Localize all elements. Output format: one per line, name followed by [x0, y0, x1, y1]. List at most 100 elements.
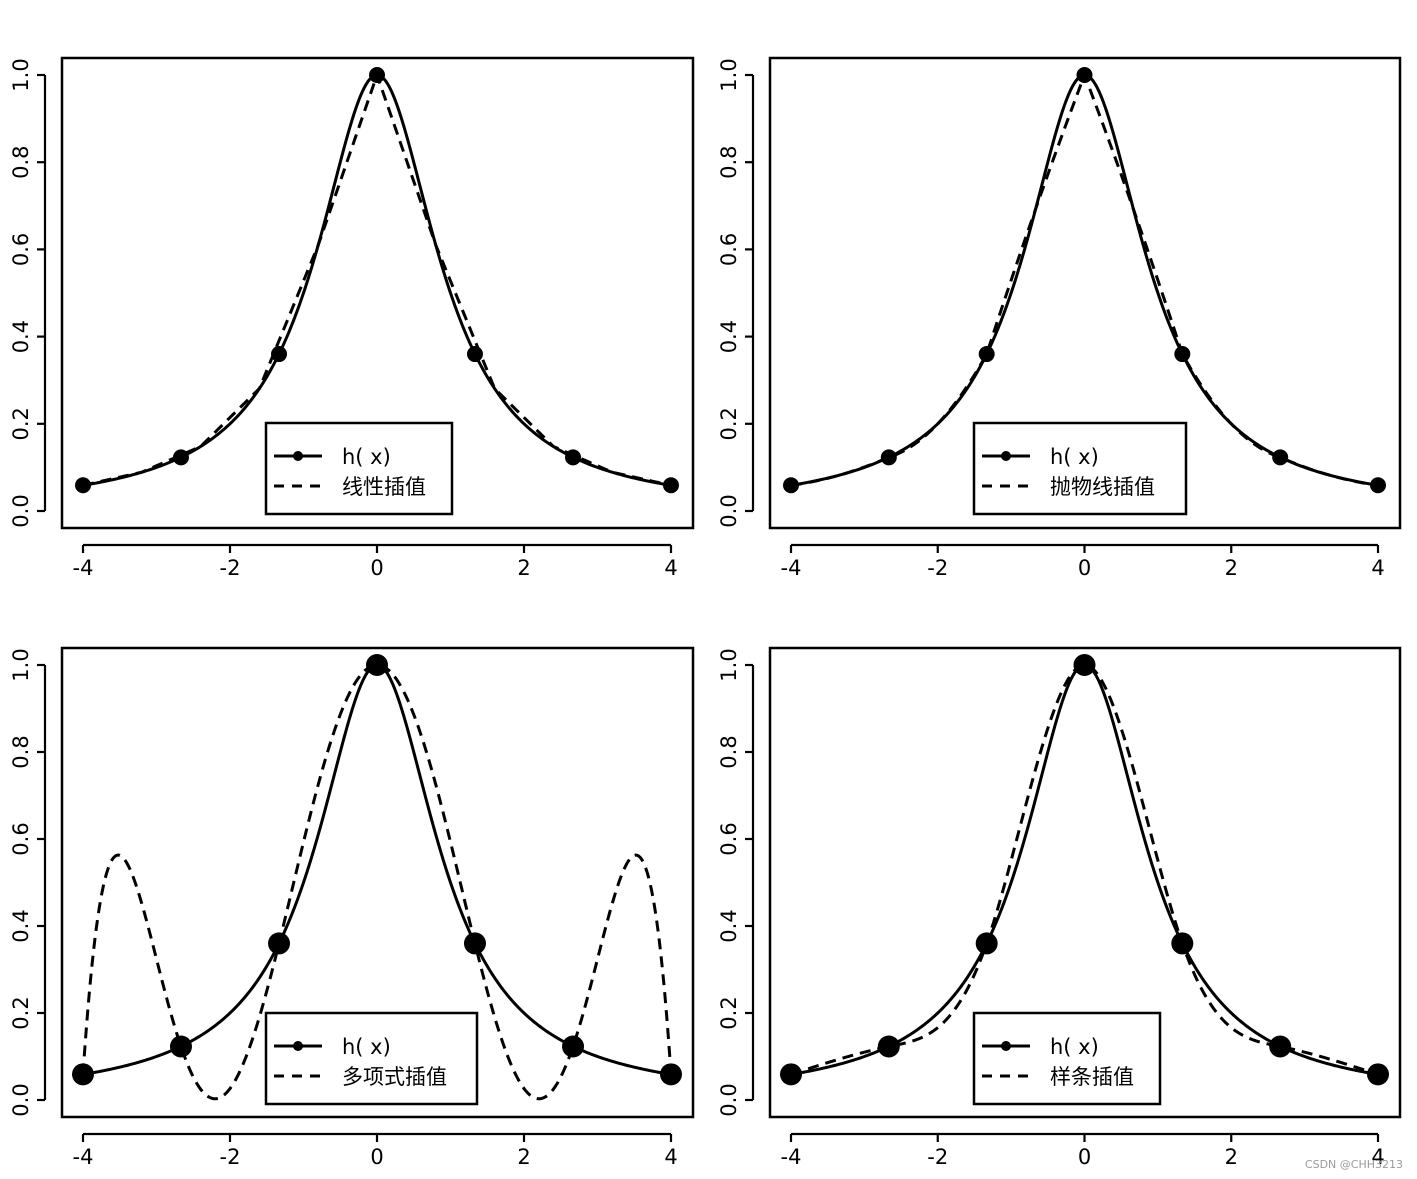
legend-box: [972, 1011, 1162, 1106]
y-tick-label: 0.4: [717, 909, 741, 942]
y-tick-label: 1.0: [717, 648, 741, 681]
node-point: [271, 346, 288, 363]
node-point: [660, 1063, 682, 1086]
node-point: [1367, 1063, 1389, 1086]
node-point: [1370, 477, 1386, 494]
node-point: [783, 477, 799, 494]
legend-hx-marker: [293, 451, 303, 461]
x-tick-label: 2: [517, 556, 530, 580]
x-tick-label: 4: [664, 556, 677, 580]
x-tick-label: -2: [220, 556, 241, 580]
x-tick-label: -2: [927, 1145, 948, 1169]
legend-box: [264, 421, 454, 516]
legend-hx-marker: [293, 1041, 303, 1051]
y-tick-label: 0.0: [9, 494, 33, 527]
plot-frame: [768, 56, 1402, 530]
y-tick-label: 0.8: [9, 145, 33, 178]
x-tick-label: -2: [220, 1145, 241, 1169]
y-tick-label: 0.6: [9, 233, 33, 266]
node-point: [978, 346, 995, 363]
x-tick-label: 0: [1078, 1145, 1091, 1169]
node-point: [75, 477, 91, 494]
node-point: [1174, 346, 1191, 363]
node-point: [663, 477, 679, 494]
y-tick-label: 0.2: [9, 407, 33, 440]
panel-linear: -4 -2 0 2 4 0.0 0.2 0.4 0.6 0.8 1.0 h( x) 线性插值: [9, 56, 695, 580]
y-tick-label: 0.0: [9, 1083, 33, 1116]
y-tick-label: 1.0: [9, 58, 33, 91]
node-point: [1269, 1035, 1292, 1058]
x-tick-label: 0: [370, 1145, 383, 1169]
legend: h( x) 多项式插值: [264, 1011, 479, 1106]
node-point: [369, 67, 385, 83]
x-tick-label: -2: [927, 556, 948, 580]
node-point: [1073, 654, 1096, 676]
panel-polynomial: -4 -2 0 2 4 0.0 0.2 0.4 0.6 0.8 1.0 h( x) 多项式插值: [9, 646, 695, 1169]
y-tick-label: 0.2: [717, 407, 741, 440]
x-tick-label: 0: [1078, 556, 1091, 580]
legend: h( x) 样条插值: [972, 1011, 1162, 1106]
x-tick-label: 2: [1225, 1145, 1238, 1169]
panel-parabolic: -4 -2 0 2 4 0.0 0.2 0.4 0.6 0.8 1.0 h( x) 抛物线插值: [717, 56, 1402, 580]
x-tick-label: 2: [517, 1145, 530, 1169]
node-point: [1171, 932, 1194, 955]
plot-frame: [60, 56, 695, 530]
x-tick-label: 2: [1225, 556, 1238, 580]
y-tick-label: 0.4: [9, 320, 33, 353]
node-point: [72, 1063, 94, 1086]
legend-hx-label: h( x): [1050, 1035, 1099, 1059]
node-point: [466, 346, 483, 363]
node-point: [877, 1035, 900, 1058]
node-point: [172, 449, 189, 466]
legend-box: [972, 421, 1188, 516]
node-point: [975, 932, 998, 955]
legend-hx-label: h( x): [342, 445, 391, 469]
y-tick-label: 0.8: [717, 735, 741, 768]
plot-frame: [768, 646, 1402, 1119]
x-tick-label: 4: [1371, 1145, 1384, 1169]
y-tick-label: 0.2: [9, 996, 33, 1029]
x-tick-label: -4: [73, 1145, 94, 1169]
x-tick-label: -4: [781, 556, 802, 580]
node-point: [268, 932, 291, 955]
y-tick-label: 0.2: [717, 996, 741, 1029]
node-point: [780, 1063, 802, 1086]
legend-interp-label: 抛物线插值: [1050, 475, 1155, 499]
y-tick-label: 0.8: [9, 735, 33, 768]
node-point: [565, 449, 582, 466]
y-tick-label: 1.0: [717, 58, 741, 91]
y-tick-label: 0.8: [717, 145, 741, 178]
node-point: [463, 932, 486, 955]
node-point: [1076, 67, 1093, 83]
legend: h( x) 线性插值: [264, 421, 454, 516]
y-tick-label: 0.0: [717, 1083, 741, 1116]
y-tick-label: 0.4: [717, 320, 741, 353]
node-point: [562, 1035, 585, 1058]
legend-interp-label: 线性插值: [342, 475, 426, 499]
x-tick-label: -4: [73, 556, 94, 580]
x-tick-label: 0: [370, 556, 383, 580]
y-tick-label: 0.0: [717, 494, 741, 527]
watermark: CSDN @CHH3213: [1304, 1158, 1403, 1171]
y-tick-label: 0.6: [9, 822, 33, 855]
node-point: [1272, 449, 1289, 466]
x-tick-label: -4: [781, 1145, 802, 1169]
legend-interp-label: 多项式插值: [342, 1065, 447, 1089]
legend-hx-label: h( x): [342, 1035, 391, 1059]
x-tick-label: 4: [664, 1145, 677, 1169]
legend-hx-marker: [1001, 1041, 1011, 1051]
node-point: [366, 654, 388, 676]
node-point: [169, 1035, 192, 1058]
y-tick-label: 1.0: [9, 648, 33, 681]
panel-spline: -4 -2 0 2 4 0.0 0.2 0.4 0.6 0.8 1.0 h( x) 样条插值: [717, 646, 1402, 1169]
node-point: [880, 449, 897, 466]
y-tick-label: 0.4: [9, 909, 33, 942]
legend: h( x) 抛物线插值: [972, 421, 1188, 516]
x-tick-label: 4: [1371, 556, 1384, 580]
y-tick-label: 0.6: [717, 822, 741, 855]
legend-box: [264, 1011, 479, 1106]
legend-hx-marker: [1001, 451, 1011, 461]
legend-hx-label: h( x): [1050, 445, 1099, 469]
y-tick-label: 0.6: [717, 233, 741, 266]
plot-frame: [60, 646, 695, 1119]
